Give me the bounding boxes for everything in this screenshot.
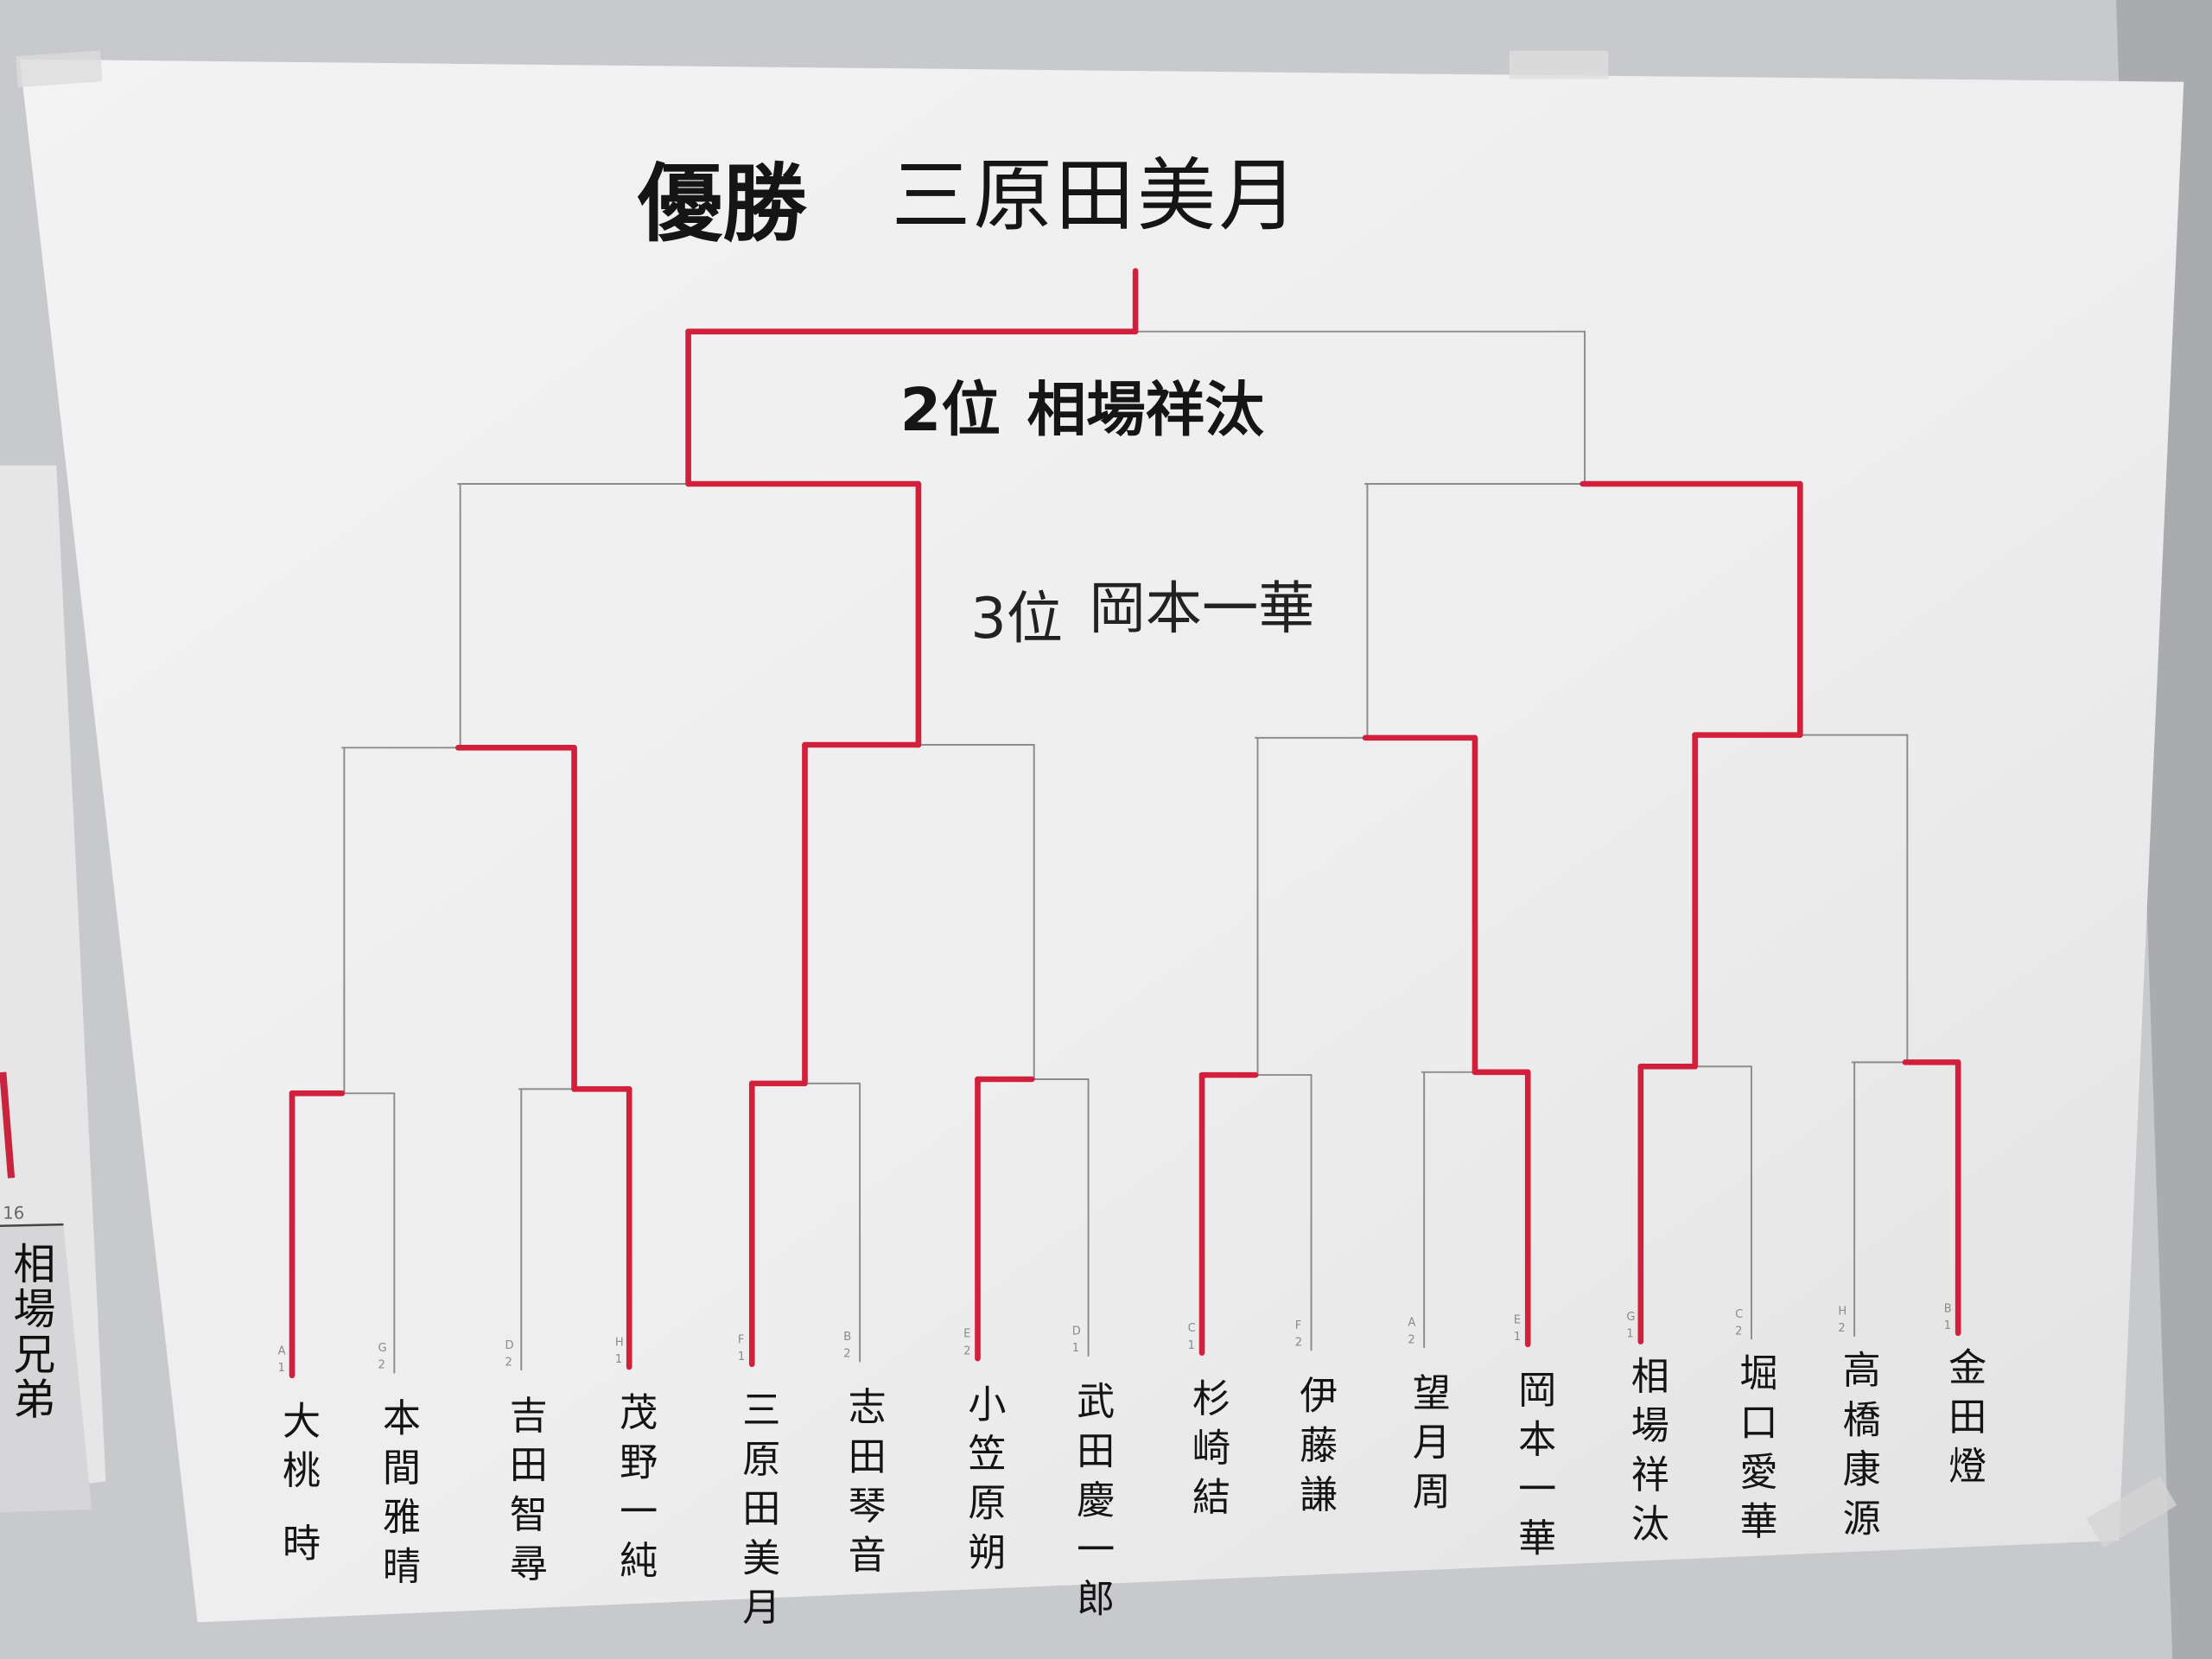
entrant-name: 大桃 時 — [276, 1401, 320, 1573]
entrant-letter: F — [738, 1333, 745, 1346]
entrant-number: 2 — [1295, 1337, 1302, 1350]
entrant: A 1 大桃 時 — [276, 1344, 320, 1572]
entrant-name: 高橋康源 — [1836, 1350, 1880, 1548]
entrant-number: 1 — [1626, 1328, 1633, 1341]
entrant-name: 岡本一華 — [1511, 1370, 1555, 1567]
entrant-number: 1 — [278, 1362, 285, 1375]
champion-name: 三原田美月 — [892, 149, 1300, 242]
entrant-number: 2 — [378, 1359, 385, 1372]
entrant: F 1 三原田美月 — [735, 1333, 779, 1637]
third-place-name: 岡本一華 — [1089, 576, 1314, 642]
entrant: G 1 相場祥汰 — [1624, 1311, 1669, 1553]
entrant-name: 志田琴音 — [842, 1387, 886, 1585]
entrant-letter: C — [1188, 1322, 1196, 1335]
entrant: D 1 武田慶一郎 — [1070, 1325, 1114, 1628]
entrant-name: 伊藤謙 — [1293, 1376, 1338, 1523]
entrant-number: 1 — [1944, 1319, 1951, 1332]
entrant-letter: G — [1626, 1311, 1635, 1324]
tape — [16, 50, 103, 88]
entrant-letter: E — [1514, 1313, 1521, 1326]
entrant-letter: G — [378, 1342, 387, 1355]
entrant: H 1 茂野一純 — [613, 1337, 657, 1590]
entrant-letter: A — [278, 1344, 286, 1357]
entrant: E 1 岡本一華 — [1511, 1313, 1555, 1567]
entrant-number: 2 — [505, 1356, 512, 1369]
neighbour-red-line — [0, 1071, 16, 1179]
second-place-heading: 2位 相場祥汰 — [900, 376, 1265, 445]
entrant-number: 2 — [843, 1348, 850, 1361]
entrant-letter: F — [1295, 1319, 1302, 1332]
entrant-letter: B — [843, 1331, 851, 1344]
entrant-number: 2 — [1408, 1333, 1414, 1346]
champion-heading: 優勝 三原田美月 — [637, 149, 1300, 253]
entrant: D 2 吉田智尋 — [503, 1339, 547, 1592]
second-place-name: 相場祥汰 — [1027, 376, 1265, 445]
entrant: B 2 志田琴音 — [842, 1331, 886, 1584]
entrant-letter: A — [1408, 1317, 1415, 1330]
entrant-name: 杉崎結 — [1185, 1378, 1230, 1526]
entrant-letter: E — [963, 1328, 970, 1341]
entrant-number: 1 — [1514, 1331, 1521, 1344]
side-sign — [0, 1224, 92, 1513]
entrant-letter: C — [1735, 1308, 1743, 1321]
entrant: A 2 望月周 — [1406, 1317, 1450, 1521]
entrant-name: 小笠原朔 — [961, 1384, 1005, 1582]
entrant: C 1 杉崎結 — [1185, 1322, 1230, 1526]
entrant-number: 1 — [615, 1353, 622, 1366]
entrant-number: 2 — [963, 1344, 970, 1357]
entrant-name: 金田燈 — [1942, 1347, 1986, 1496]
entrant: C 2 堀口愛華 — [1733, 1308, 1777, 1550]
entrant-letter: H — [1838, 1306, 1847, 1319]
entrant: H 2 高橋康源 — [1836, 1306, 1880, 1548]
entrant-number: 2 — [1735, 1325, 1742, 1338]
entrant-letter: B — [1944, 1302, 1952, 1315]
entrant-letter: D — [505, 1339, 513, 1352]
tape — [2086, 1476, 2177, 1548]
second-place-label: 2位 — [900, 376, 1001, 445]
entrant-number: 1 — [738, 1351, 745, 1363]
entrant-number: 2 — [1838, 1322, 1845, 1335]
side-sign-text: 相場兄弟 — [6, 1242, 55, 1422]
entrant-name: 本間雅晴 — [376, 1398, 420, 1596]
entrant-letter: H — [615, 1337, 624, 1350]
entrant: B 1 金田燈 — [1942, 1302, 1986, 1495]
side-sign-number: 16 — [3, 1204, 24, 1224]
champion-label: 優勝 — [637, 155, 808, 253]
entrant-number: 1 — [1188, 1339, 1195, 1352]
entrant-name: 武田慶一郎 — [1070, 1381, 1114, 1628]
entrant-letter: D — [1072, 1325, 1081, 1338]
entrant-name: 茂野一純 — [613, 1392, 657, 1590]
entrant: E 2 小笠原朔 — [961, 1328, 1005, 1581]
entrant: G 2 本間雅晴 — [376, 1342, 420, 1595]
tape — [1509, 50, 1609, 79]
entrant-name: 三原田美月 — [735, 1389, 779, 1637]
entrant: F 2 伊藤謙 — [1293, 1319, 1338, 1523]
entrant-name: 堀口愛華 — [1733, 1353, 1777, 1551]
entrant-name: 吉田智尋 — [503, 1395, 547, 1593]
entrant-number: 1 — [1072, 1342, 1079, 1355]
third-place-heading: 3位 岡本一華 — [970, 576, 1314, 652]
entrant-name: 相場祥汰 — [1624, 1356, 1669, 1554]
tournament-bracket: A 1 大桃 時 G 2 本間雅晴 D 2 吉田智尋 H 1 茂野一純 F 1 三原田美月 B 2 志田琴音 E 2 小… — [276, 268, 1986, 1637]
third-place-label: 3位 — [970, 586, 1063, 652]
entrant-name: 望月周 — [1406, 1373, 1450, 1521]
